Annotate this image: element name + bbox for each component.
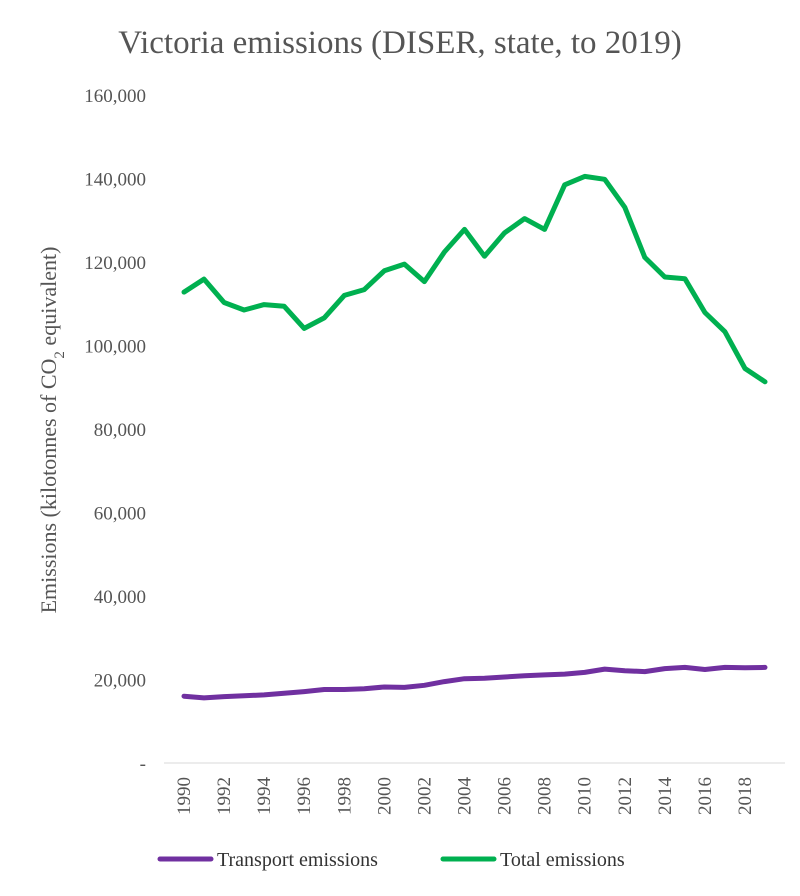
x-tick-label: 1990 — [174, 777, 195, 815]
x-tick-label: 2016 — [695, 777, 716, 815]
legend: Transport emissions Total emissions — [157, 849, 625, 871]
y-axis-ticks: - 20,000 40,000 60,000 80,000 100,000 120,000 1… — [84, 86, 146, 775]
series-line-total — [181, 173, 768, 385]
x-tick-label: 2000 — [374, 777, 395, 815]
x-tick-label: 2012 — [615, 777, 636, 815]
x-tick-label: 2006 — [495, 777, 516, 815]
x-axis-ticks: 1990 1992 1994 1996 1998 2000 2002 2004 2006 2008… — [174, 777, 756, 816]
y-tick-label: 160,000 — [84, 86, 146, 107]
legend-label-total: Total emissions — [500, 849, 625, 871]
y-axis-label: Emissions (kilotonnes of CO2 equivalent) — [36, 247, 68, 614]
series-layer — [181, 173, 768, 701]
y-tick-label: 120,000 — [84, 253, 146, 274]
y-tick-label: - — [140, 754, 146, 775]
legend-label-transport: Transport emissions — [217, 849, 378, 871]
x-tick-label: 2010 — [575, 777, 596, 815]
y-axis-label-subscript: 2 — [52, 351, 68, 359]
y-tick-label: 20,000 — [94, 671, 146, 692]
y-axis-label-tail: equivalent) — [36, 247, 61, 351]
x-tick-label: 1992 — [214, 777, 235, 815]
x-tick-label: 2002 — [414, 777, 435, 815]
x-tick-label: 2018 — [735, 777, 756, 815]
y-tick-label: 40,000 — [94, 587, 146, 608]
x-tick-label: 2014 — [655, 777, 676, 816]
y-axis-label-main: Emissions (kilotonnes of CO — [36, 359, 61, 614]
y-tick-label: 60,000 — [94, 504, 146, 525]
x-tick-label: 2004 — [454, 777, 475, 816]
x-tick-label: 1998 — [334, 777, 355, 815]
y-tick-label: 80,000 — [94, 420, 146, 441]
series-line-transport — [181, 664, 768, 701]
chart-title: Victoria emissions (DISER, state, to 201… — [118, 25, 682, 61]
x-tick-label: 1994 — [254, 777, 275, 816]
x-tick-label: 2008 — [535, 777, 556, 815]
y-tick-label: 140,000 — [84, 170, 146, 191]
y-tick-label: 100,000 — [84, 337, 146, 358]
x-tick-label: 1996 — [294, 777, 315, 815]
